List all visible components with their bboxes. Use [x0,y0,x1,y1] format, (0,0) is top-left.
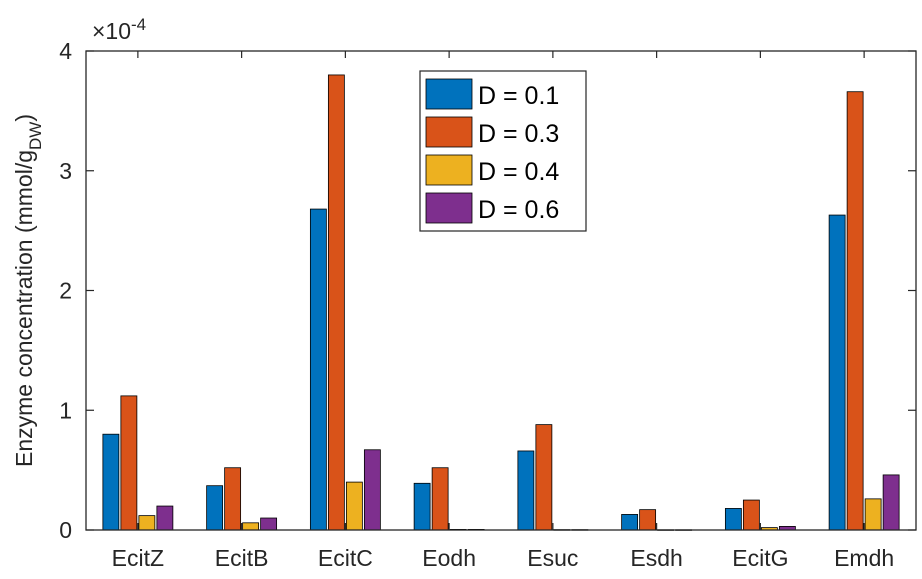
y-axis-label: Enzyme concentration (mmol/gDW) [11,114,45,467]
bar-ecitb-series-1 [206,485,224,531]
bar-esuc-series-2 [535,424,553,531]
bar-eodh-series-1 [413,482,431,531]
bar-ecitz-series-1 [102,433,120,531]
bars-group [102,74,900,531]
bar-emdh-series-4 [882,474,900,531]
bar-emdh-series-1 [828,214,846,531]
y-tick-label: 0 [59,517,72,543]
bar-esuc-series-1 [517,450,535,531]
x-tick-label: EcitB [215,545,269,571]
legend-swatch [425,192,473,224]
legend-swatch [425,116,473,148]
bar-ecitb-series-4 [260,517,278,531]
legend-entry-label: D = 0.1 [478,82,559,110]
x-tick-label: Emdh [834,545,894,571]
legend-swatch [425,78,473,110]
bar-ecitg-series-1 [724,508,742,531]
bar-ecitz-series-3 [138,515,156,531]
bar-emdh-series-3 [864,498,882,531]
exponent-power: -4 [131,15,146,34]
x-tick-label: Esuc [527,545,578,571]
bar-eodh-series-2 [431,467,449,531]
y-axis-label-end: ) [11,114,37,122]
legend-entry-label: D = 0.3 [478,120,559,148]
bar-ecitb-series-3 [242,522,260,531]
bar-ecitb-series-2 [224,467,242,531]
y-axis-label-main: Enzyme concentration (mmol/g [11,150,37,467]
bar-ecitc-series-2 [327,74,345,531]
bar-ecitg-series-2 [742,499,760,531]
bar-esdh-series-2 [639,509,657,531]
y-axis-exponent: ×10-4 [92,15,146,44]
y-tick-label: 1 [59,397,72,423]
y-tick-label: 2 [59,278,72,304]
legend-entry-label: D = 0.4 [478,158,559,186]
bar-ecitz-series-4 [156,505,174,531]
bar-ecitz-series-2 [120,395,138,531]
x-tick-label: EcitG [732,545,788,571]
legend-entry-label: D = 0.6 [478,196,559,224]
bar-ecitc-series-4 [363,449,381,531]
bar-esdh-series-1 [621,514,639,531]
bar-ecitc-series-1 [309,208,327,531]
legend: D = 0.1 D = 0.3 D = 0.4 D = 0.6 [419,70,587,232]
x-tick-label: Esdh [630,545,682,571]
bar-emdh-series-2 [846,91,864,531]
exponent-base: ×10 [92,18,131,44]
x-tick-label: Eodh [422,545,476,571]
y-axis-label-subscript: DW [26,122,45,150]
legend-swatch [425,154,473,186]
x-tick-label: EcitC [318,545,373,571]
bar-ecitc-series-3 [345,481,363,531]
y-tick-label: 3 [59,158,72,184]
y-tick-label: 4 [59,38,72,64]
x-ticks: EcitZ EcitB EcitC Eodh Esuc Esdh EcitG Emdh [112,51,894,571]
y-ticks: 0 1 2 3 4 [59,38,916,543]
x-tick-label: EcitZ [112,545,164,571]
